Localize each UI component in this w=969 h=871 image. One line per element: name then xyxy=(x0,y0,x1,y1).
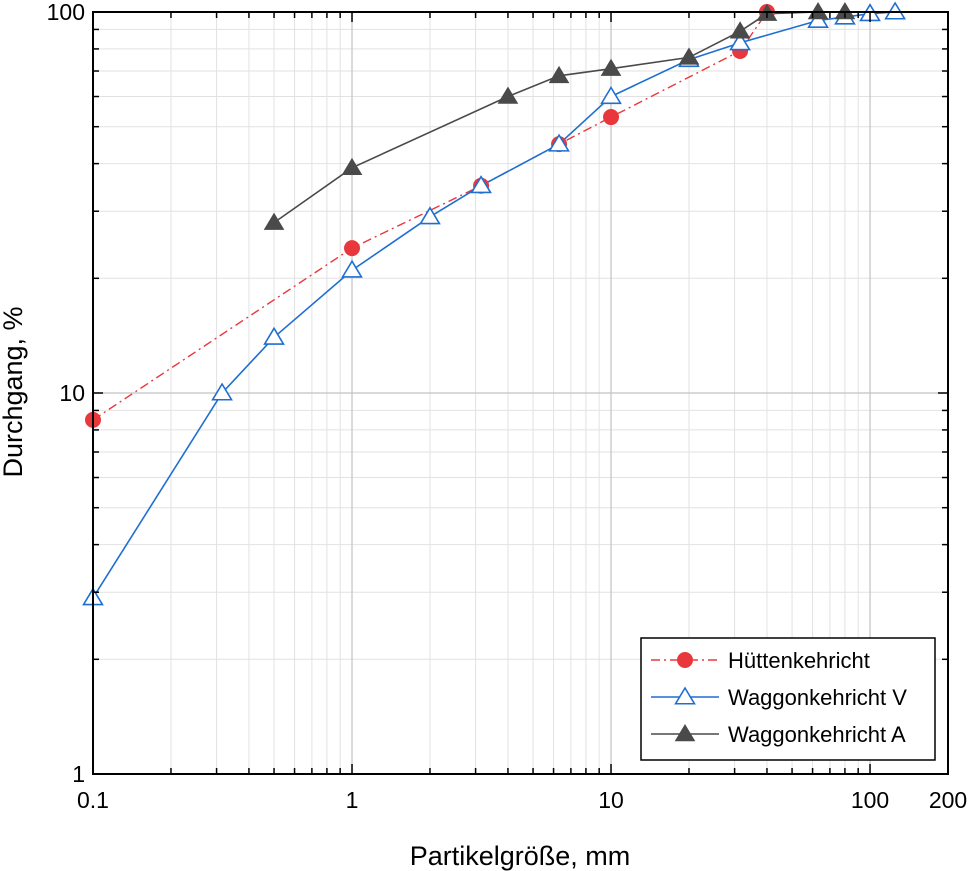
x-tick-label: 10 xyxy=(598,787,624,813)
open-triangle-data-point xyxy=(807,9,829,29)
x-axis-title: Partikelgröße, mm xyxy=(410,841,631,871)
open-triangle-data-point xyxy=(211,382,233,401)
filled-triangle-data-point xyxy=(678,47,700,65)
filled-triangle-data-point xyxy=(263,212,285,230)
open-triangle-data-point xyxy=(548,133,570,152)
y-axis-title: Durchgang, % xyxy=(0,306,28,477)
circle-data-point xyxy=(603,109,620,126)
open-triangle-data-point xyxy=(600,85,622,105)
legend-marker xyxy=(674,724,696,742)
y-tick-label: 100 xyxy=(47,0,85,25)
legend-marker xyxy=(677,652,693,668)
legend-marker xyxy=(674,686,696,705)
filled-triangle-data-point xyxy=(807,2,829,20)
open-triangle-data-point xyxy=(341,259,363,278)
open-triangle-data-point xyxy=(884,1,906,20)
legend-label: Waggonkehricht V xyxy=(728,685,907,710)
legend-label: Hüttenkehricht xyxy=(728,648,870,673)
x-tick-label: 100 xyxy=(851,787,889,813)
filled-triangle-data-point xyxy=(341,157,363,176)
circle-data-point xyxy=(344,240,361,257)
open-triangle-data-point xyxy=(419,206,441,225)
filled-triangle-data-point xyxy=(497,86,519,104)
open-triangle-data-point xyxy=(263,326,285,345)
x-tick-label: 0.1 xyxy=(77,787,109,813)
open-triangle-data-point xyxy=(470,175,492,194)
open-triangle-data-point xyxy=(729,32,751,51)
x-tick-label: 1 xyxy=(346,787,359,813)
filled-triangle-data-point xyxy=(600,58,622,76)
filled-triangle-data-point xyxy=(834,2,856,20)
filled-triangle-data-point xyxy=(729,21,751,39)
y-tick-label: 1 xyxy=(72,761,85,787)
legend: Hüttenkehricht Waggonkehricht V Waggonkehr… xyxy=(640,637,936,761)
y-tick-label: 10 xyxy=(59,380,85,406)
legend-label: Waggonkehricht A xyxy=(728,722,906,747)
filled-triangle-data-point xyxy=(548,65,570,84)
x-tick-label: 200 xyxy=(929,787,967,813)
